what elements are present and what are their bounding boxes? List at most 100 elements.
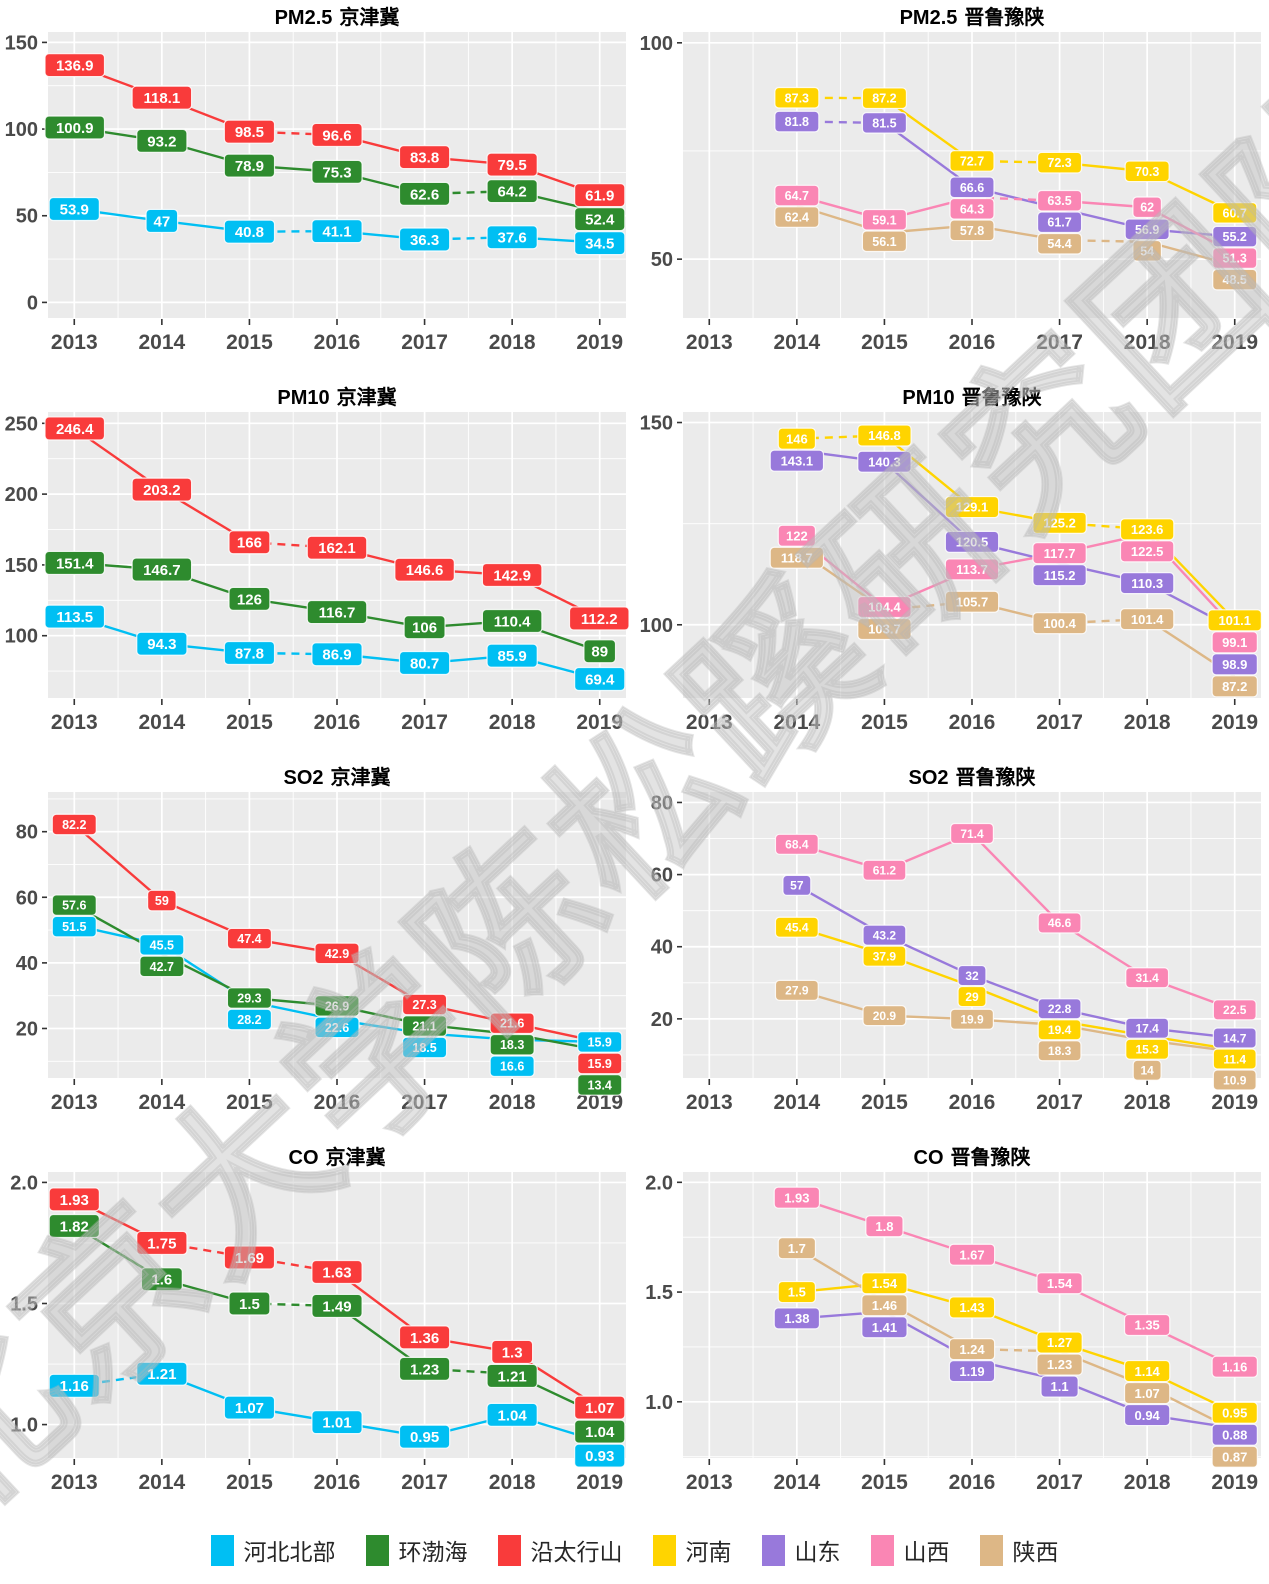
point-label-hebei-north-2013: 53.9 bbox=[48, 196, 100, 222]
point-label-shaanxi-2017: 54.4 bbox=[1036, 232, 1083, 255]
svg-text:113.7: 113.7 bbox=[956, 562, 988, 577]
svg-text:64.3: 64.3 bbox=[960, 202, 984, 216]
y-tick-label: 50 bbox=[651, 249, 673, 271]
point-label-hebei-north-2017: 80.7 bbox=[398, 650, 451, 676]
chart-title-region: 晋鲁豫陕 bbox=[964, 5, 1044, 29]
chart-svg-co-jingjinji: CO 京津冀 1.0 1.5 2.0 2013 2014 2015 2016 2017 2018 20… bbox=[10, 1145, 626, 1494]
chart-pm25-jinluyushaan: PM2.5 晋鲁豫陕 50 100 2013 2014 2015 2016 2017 2018 20… bbox=[635, 0, 1269, 380]
svg-text:64.7: 64.7 bbox=[785, 189, 809, 203]
point-label-shanxi-2014: 64.7 bbox=[774, 184, 820, 207]
svg-text:98.5: 98.5 bbox=[235, 124, 264, 141]
chart-title-metric: PM2.5 bbox=[900, 7, 958, 29]
chart-title-region: 京津冀 bbox=[331, 765, 391, 789]
chart-title-metric: CO bbox=[914, 1147, 944, 1169]
point-label-huanbohai-2019: 1.04 bbox=[574, 1419, 626, 1444]
point-label-huanbohai-2019: 13.4 bbox=[577, 1074, 623, 1096]
svg-text:105.7: 105.7 bbox=[956, 594, 989, 609]
point-label-henan-2015: 146.8 bbox=[857, 424, 912, 447]
point-label-shaanxi-2017: 100.4 bbox=[1032, 612, 1087, 635]
svg-text:54.4: 54.4 bbox=[1047, 237, 1071, 251]
svg-text:1.36: 1.36 bbox=[410, 1330, 439, 1347]
point-label-shanxi-2018: 1.35 bbox=[1123, 1313, 1171, 1337]
point-label-shanxi-2019: 99.1 bbox=[1211, 631, 1258, 654]
svg-text:80.7: 80.7 bbox=[410, 655, 439, 672]
point-label-yantaihang-2017: 146.6 bbox=[394, 557, 455, 582]
point-label-yantaihang-2016: 1.63 bbox=[311, 1259, 363, 1285]
x-tick-label: 2019 bbox=[576, 1091, 623, 1114]
point-label-shandong-2014: 1.38 bbox=[773, 1307, 821, 1330]
point-label-yantaihang-2014: 118.1 bbox=[131, 85, 193, 110]
x-tick-label: 2016 bbox=[314, 1471, 361, 1494]
point-label-yantaihang-2018: 79.5 bbox=[486, 152, 538, 177]
svg-text:1.82: 1.82 bbox=[60, 1218, 89, 1235]
svg-text:45.4: 45.4 bbox=[785, 921, 809, 935]
point-label-henan-2014: 45.4 bbox=[774, 916, 819, 938]
svg-text:40.8: 40.8 bbox=[235, 224, 264, 241]
x-tick-label: 2014 bbox=[773, 711, 820, 734]
legend-label: 环渤海 bbox=[398, 1540, 468, 1565]
svg-text:13.4: 13.4 bbox=[588, 1078, 612, 1092]
svg-text:1.04: 1.04 bbox=[498, 1407, 528, 1424]
legend-swatch-shandong bbox=[761, 1534, 785, 1566]
svg-text:118.7: 118.7 bbox=[781, 550, 813, 565]
svg-text:18.3: 18.3 bbox=[1048, 1044, 1072, 1058]
point-label-shandong-2016: 120.5 bbox=[944, 530, 1000, 553]
svg-text:0.88: 0.88 bbox=[1222, 1427, 1247, 1442]
svg-text:1.69: 1.69 bbox=[235, 1250, 264, 1267]
point-label-shaanxi-2014: 118.7 bbox=[769, 546, 825, 569]
point-label-shandong-2014: 81.8 bbox=[774, 110, 820, 133]
x-tick-label: 2017 bbox=[1036, 1091, 1083, 1114]
legend-swatch-henan bbox=[652, 1534, 676, 1566]
y-tick-label: 100 bbox=[640, 615, 673, 637]
legend-item-shaanxi: 陕西 bbox=[979, 1533, 1059, 1567]
point-label-yantaihang-2015: 1.69 bbox=[223, 1245, 276, 1270]
x-tick-label: 2019 bbox=[576, 1471, 623, 1494]
point-label-shanxi-2015: 1.8 bbox=[865, 1215, 904, 1238]
svg-text:68.4: 68.4 bbox=[785, 838, 809, 852]
point-label-hebei-north-2013: 113.5 bbox=[44, 604, 106, 629]
point-label-shanxi-2014: 68.4 bbox=[774, 833, 819, 855]
svg-text:101.4: 101.4 bbox=[1131, 612, 1164, 627]
point-label-yantaihang-2015: 166 bbox=[228, 530, 271, 555]
svg-text:1.54: 1.54 bbox=[1047, 1276, 1073, 1291]
point-label-shandong-2017: 1.1 bbox=[1040, 1375, 1079, 1398]
x-tick-label: 2014 bbox=[138, 1091, 185, 1114]
point-label-yantaihang-2016: 42.9 bbox=[314, 942, 360, 965]
point-label-yantaihang-2013: 136.9 bbox=[44, 53, 106, 78]
point-label-huanbohai-2017: 21.1 bbox=[401, 1015, 448, 1037]
y-tick-label: 100 bbox=[5, 626, 38, 648]
x-tick-label: 2014 bbox=[138, 711, 185, 734]
y-tick-label: 150 bbox=[5, 32, 38, 54]
svg-text:22.6: 22.6 bbox=[325, 1021, 349, 1035]
legend-label: 陕西 bbox=[1012, 1540, 1059, 1565]
point-label-shanxi-2015: 59.1 bbox=[861, 208, 908, 231]
point-label-yantaihang-2019: 112.2 bbox=[568, 606, 630, 631]
point-label-shanxi-2014: 122 bbox=[777, 524, 817, 547]
svg-text:45.5: 45.5 bbox=[150, 938, 174, 952]
axes: 20 40 60 80 2013 2014 2015 2016 2017 2018 2019 bbox=[651, 792, 1258, 1114]
point-label-huanbohai-2014: 1.6 bbox=[140, 1267, 183, 1292]
point-label-hebei-north-2019: 0.93 bbox=[574, 1443, 626, 1468]
svg-text:64.2: 64.2 bbox=[498, 184, 527, 201]
svg-text:59: 59 bbox=[155, 894, 169, 908]
point-label-shanxi-2015: 104.4 bbox=[857, 595, 912, 619]
point-label-henan-2014: 87.3 bbox=[774, 86, 820, 109]
point-label-hebei-north-2018: 16.6 bbox=[489, 1055, 535, 1078]
point-label-huanbohai-2013: 100.9 bbox=[44, 115, 106, 140]
svg-text:42.9: 42.9 bbox=[325, 947, 349, 961]
svg-text:26.9: 26.9 bbox=[325, 999, 349, 1013]
x-tick-label: 2015 bbox=[861, 331, 908, 354]
point-label-yantaihang-2016: 162.1 bbox=[306, 535, 368, 560]
point-label-henan-2017: 72.3 bbox=[1036, 151, 1083, 174]
svg-text:1.43: 1.43 bbox=[959, 1300, 984, 1315]
point-label-shandong-2017: 61.7 bbox=[1036, 211, 1083, 234]
svg-text:122: 122 bbox=[786, 528, 808, 543]
chart-svg-pm10-jingjinji: PM10 京津冀 100 150 200 250 2013 2014 2015 2016 2017 2… bbox=[5, 385, 630, 734]
y-tick-label: 150 bbox=[5, 555, 38, 577]
chart-co-jinluyushaan: CO 晋鲁豫陕 1.0 1.5 2.0 2013 2014 2015 2016 2017 2018 2… bbox=[635, 1140, 1269, 1520]
svg-text:47: 47 bbox=[154, 213, 171, 230]
svg-text:1.35: 1.35 bbox=[1134, 1318, 1159, 1333]
point-label-yantaihang-2013: 82.2 bbox=[51, 813, 97, 836]
svg-text:53.9: 53.9 bbox=[60, 201, 89, 218]
axes: 1.0 1.5 2.0 2013 2014 2015 2016 2017 2018 2019 bbox=[10, 1172, 623, 1494]
